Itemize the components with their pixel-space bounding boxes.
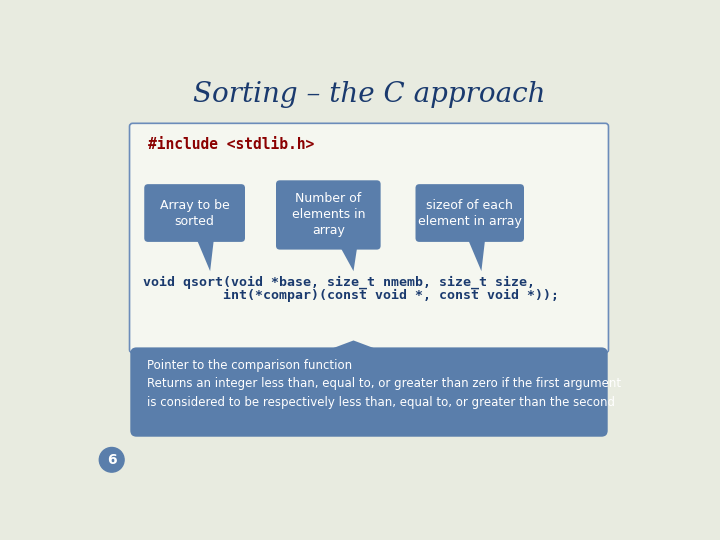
Text: Number of
elements in
array: Number of elements in array xyxy=(292,192,365,238)
Text: #include <stdlib.h>: #include <stdlib.h> xyxy=(148,137,315,152)
FancyBboxPatch shape xyxy=(130,347,608,437)
Text: int(*compar)(const void *, const void *));: int(*compar)(const void *, const void *)… xyxy=(143,289,559,302)
Circle shape xyxy=(99,448,124,472)
FancyBboxPatch shape xyxy=(130,123,608,353)
Polygon shape xyxy=(319,340,388,354)
Text: Pointer to the comparison function
Returns an integer less than, equal to, or gr: Pointer to the comparison function Retur… xyxy=(147,359,621,409)
Text: sizeof of each
element in array: sizeof of each element in array xyxy=(418,199,522,227)
Text: Array to be
sorted: Array to be sorted xyxy=(160,199,230,227)
FancyBboxPatch shape xyxy=(415,184,524,242)
Polygon shape xyxy=(196,238,214,271)
Text: Sorting – the C approach: Sorting – the C approach xyxy=(193,80,545,107)
Text: void qsort(void *base, size_t nmemb, size_t size,: void qsort(void *base, size_t nmemb, siz… xyxy=(143,275,535,289)
Polygon shape xyxy=(467,238,485,271)
FancyBboxPatch shape xyxy=(144,184,245,242)
FancyBboxPatch shape xyxy=(276,180,381,249)
Polygon shape xyxy=(340,246,357,271)
Text: 6: 6 xyxy=(107,453,117,467)
